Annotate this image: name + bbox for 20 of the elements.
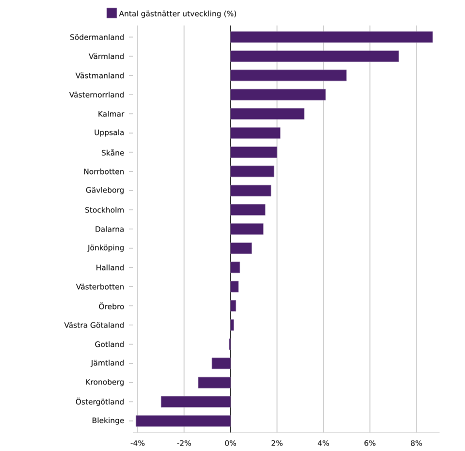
- bar: [230, 166, 274, 178]
- bar: [230, 223, 264, 235]
- bar: [230, 146, 278, 158]
- bar: [230, 31, 433, 43]
- bar: [230, 88, 326, 100]
- bar: [230, 204, 266, 216]
- bar: [230, 319, 234, 331]
- bar: [230, 280, 239, 292]
- bar: [230, 127, 280, 139]
- bar: [230, 242, 252, 254]
- bar: [136, 415, 231, 427]
- bar: [160, 396, 231, 408]
- bar: [230, 300, 236, 312]
- bar: [230, 184, 272, 196]
- bar: [230, 108, 304, 120]
- bar: [198, 376, 231, 388]
- bar: [212, 358, 231, 370]
- bar: [230, 70, 347, 82]
- bar: [230, 262, 240, 274]
- bar: [230, 50, 399, 62]
